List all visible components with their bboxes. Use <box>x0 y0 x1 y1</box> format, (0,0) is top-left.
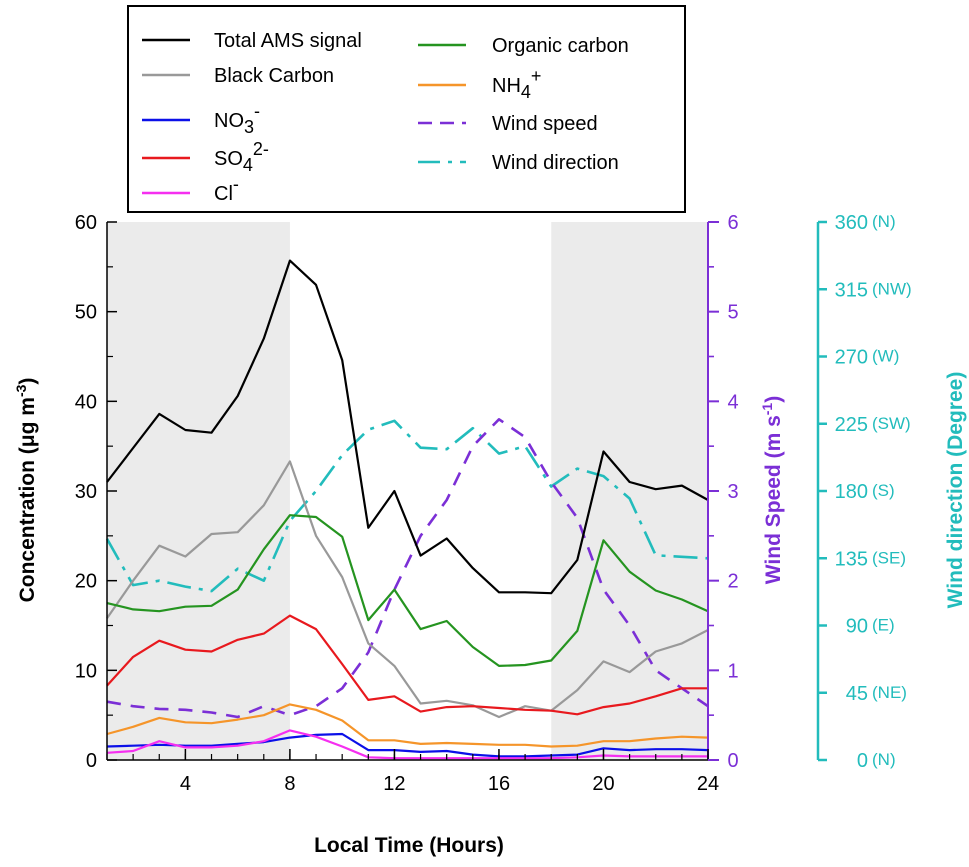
night-shade-0 <box>107 222 290 760</box>
legend-label-nh4: NH4+ <box>492 66 541 102</box>
mid-tick-label: 1 <box>727 660 738 682</box>
legend-box <box>127 5 686 213</box>
x-tick-label: 16 <box>488 773 510 795</box>
legend-label-oc: Organic carbon <box>492 35 629 57</box>
wind-direction-ticks: 0 (N)45 (NE)90 (E)135 (SE)180 (S)225 (SW)270 (W… <box>818 212 912 772</box>
right-tick-label: 45 <box>846 683 868 705</box>
series-line-total <box>106 259 709 595</box>
legend-label-ws: Wind speed <box>492 113 598 135</box>
right-tick-direction: (S) <box>872 481 895 500</box>
left-tick-label: 20 <box>75 571 97 593</box>
series-line-wd <box>105 419 709 593</box>
x-tick-label: 20 <box>592 773 614 795</box>
series-line-nh4 <box>106 703 709 748</box>
left-y-ticks: 0 10 20 30 40 50 60 <box>75 212 117 772</box>
x-ticks: 4 8 12 16 20 24 <box>106 749 719 795</box>
right-tick-label: 135 <box>835 548 868 570</box>
wind-speed-axis-title: Wind Speed (m s-1) <box>759 396 785 584</box>
mid-tick-label: 6 <box>727 212 738 234</box>
right-tick-direction: (E) <box>872 616 895 635</box>
left-tick-label: 40 <box>75 391 97 413</box>
left-tick-label: 50 <box>75 302 97 324</box>
legend-label-no3: NO3- <box>214 101 260 137</box>
series-line-cl <box>106 729 708 760</box>
left-tick-label: 60 <box>75 212 97 234</box>
mid-tick-label: 0 <box>727 750 738 772</box>
legend: Total AMS signal Black Carbon NO3-SO42-Cl-… <box>127 5 686 213</box>
right-tick-direction: (SW) <box>872 414 911 433</box>
right-tick-label: 270 <box>835 347 868 369</box>
mid-tick-label: 3 <box>727 481 738 503</box>
left-tick-label: 30 <box>75 481 97 503</box>
wind-direction-axis-title: Wind direction (Degree) <box>944 372 967 609</box>
legend-label-bc: Black Carbon <box>214 65 334 87</box>
mid-tick-label: 2 <box>727 571 738 593</box>
x-tick-label: 8 <box>284 773 295 795</box>
series-line-ws <box>106 417 709 719</box>
right-tick-direction: (NW) <box>872 279 912 298</box>
right-tick-direction: (N) <box>872 750 896 769</box>
x-axis-title: Local Time (Hours) <box>314 834 504 857</box>
series-line-oc <box>106 514 709 668</box>
data-series <box>105 259 709 760</box>
series-line-so4 <box>106 614 708 716</box>
right-tick-label: 315 <box>835 279 868 301</box>
legend-label-cl: Cl- <box>214 174 239 205</box>
series-line-no3 <box>106 732 709 758</box>
left-tick-label: 10 <box>75 660 97 682</box>
mid-tick-label: 4 <box>727 391 738 413</box>
shaded-night-regions <box>107 222 708 760</box>
night-shade-1 <box>551 222 708 760</box>
x-tick-label: 12 <box>383 773 405 795</box>
left-tick-label: 0 <box>86 750 97 772</box>
legend-label-so4: SO42- <box>214 139 269 175</box>
right-tick-label: 90 <box>846 616 868 638</box>
wind-speed-ticks: 0 1 2 3 4 5 6 <box>708 212 739 772</box>
left-y-axis-title: Concentration (μg m-3) <box>13 378 39 603</box>
right-tick-direction: (N) <box>872 212 896 231</box>
x-tick-label: 24 <box>697 773 719 795</box>
right-tick-label: 360 <box>835 212 868 234</box>
right-tick-label: 180 <box>835 481 868 503</box>
legend-label-wd: Wind direction <box>492 152 619 174</box>
mid-tick-label: 5 <box>727 302 738 324</box>
right-tick-direction: (W) <box>872 347 899 366</box>
right-tick-label: 225 <box>835 414 868 436</box>
x-tick-label: 4 <box>180 773 191 795</box>
right-tick-direction: (SE) <box>872 548 906 567</box>
legend-label-total: Total AMS signal <box>214 30 362 52</box>
right-tick-label: 0 <box>857 750 868 772</box>
right-tick-direction: (NE) <box>872 683 907 702</box>
series-line-bc <box>106 460 709 719</box>
